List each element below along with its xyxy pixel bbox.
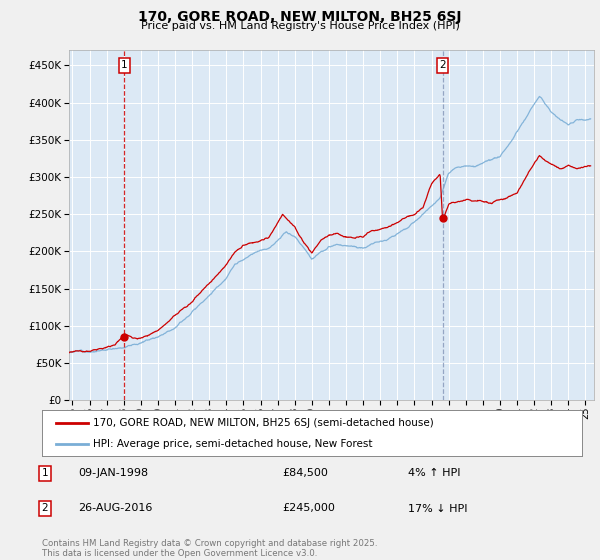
Text: £84,500: £84,500	[282, 468, 328, 478]
Text: HPI: Average price, semi-detached house, New Forest: HPI: Average price, semi-detached house,…	[94, 439, 373, 449]
Text: 2: 2	[41, 503, 49, 514]
Text: 1: 1	[121, 60, 128, 71]
Text: 2: 2	[439, 60, 446, 71]
Text: 4% ↑ HPI: 4% ↑ HPI	[408, 468, 461, 478]
Text: £245,000: £245,000	[282, 503, 335, 514]
Text: 17% ↓ HPI: 17% ↓ HPI	[408, 503, 467, 514]
Text: 26-AUG-2016: 26-AUG-2016	[78, 503, 152, 514]
Text: 170, GORE ROAD, NEW MILTON, BH25 6SJ: 170, GORE ROAD, NEW MILTON, BH25 6SJ	[138, 10, 462, 24]
Text: 1: 1	[41, 468, 49, 478]
Text: 170, GORE ROAD, NEW MILTON, BH25 6SJ (semi-detached house): 170, GORE ROAD, NEW MILTON, BH25 6SJ (se…	[94, 418, 434, 428]
Text: Price paid vs. HM Land Registry's House Price Index (HPI): Price paid vs. HM Land Registry's House …	[140, 21, 460, 31]
Text: 09-JAN-1998: 09-JAN-1998	[78, 468, 148, 478]
Text: Contains HM Land Registry data © Crown copyright and database right 2025.
This d: Contains HM Land Registry data © Crown c…	[42, 539, 377, 558]
